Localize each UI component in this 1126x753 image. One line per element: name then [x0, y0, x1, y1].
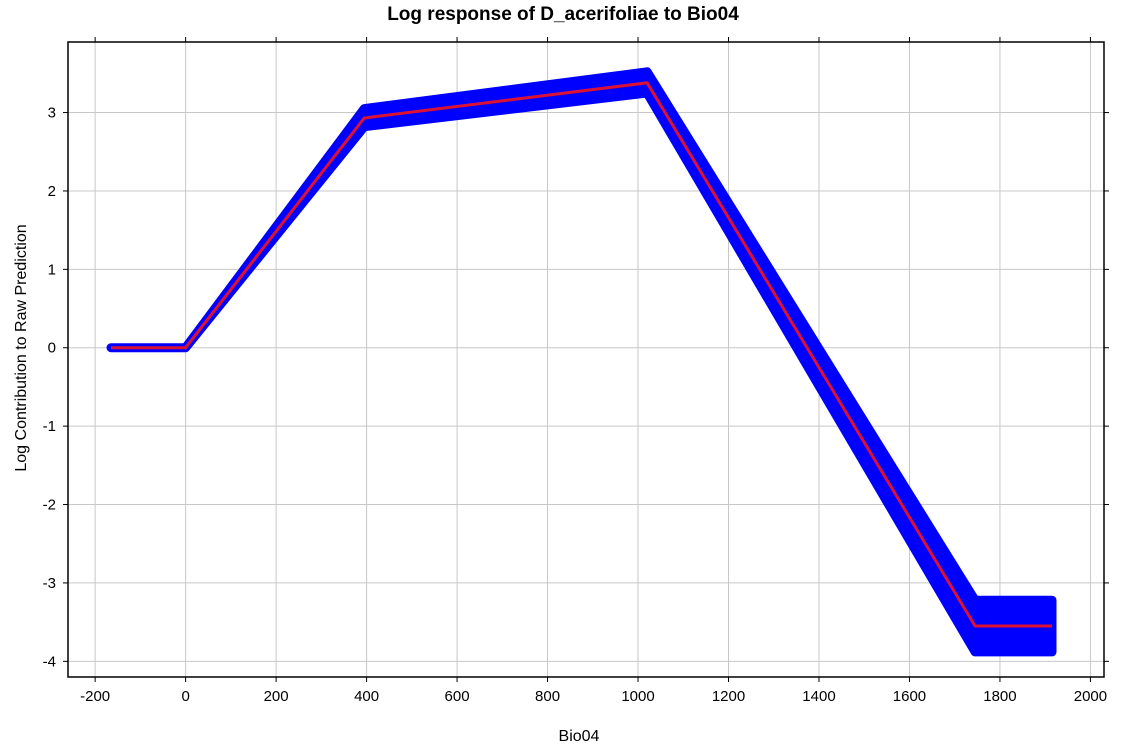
- confidence-band-area: [106, 67, 1057, 657]
- x-tick-label: 800: [535, 688, 560, 705]
- confidence-band: [106, 67, 1057, 657]
- y-tick-label: -1: [43, 418, 56, 435]
- x-axis-label: Bio04: [558, 728, 600, 745]
- x-tick-label: 200: [264, 688, 289, 705]
- y-tick-label: 2: [48, 183, 56, 200]
- x-tick-label: 1800: [983, 688, 1016, 705]
- x-tick-label: 1600: [893, 688, 926, 705]
- x-tick-label: -200: [80, 688, 110, 705]
- response-lines: [111, 81, 1052, 628]
- y-tick-label: 0: [48, 340, 56, 357]
- mean-response-line: [111, 81, 1052, 628]
- x-tick-label: 600: [445, 688, 470, 705]
- axis-ticks: -200 0 200 400 600 800 1000 1200 1400 1600 1800 200…: [43, 37, 1109, 705]
- x-tick-label: 1000: [621, 688, 654, 705]
- chart-title: Log response of D_acerifoliae to Bio04: [387, 4, 739, 25]
- y-tick-label: -3: [43, 575, 56, 592]
- y-tick-label: 1: [48, 261, 56, 278]
- x-tick-label: 1200: [712, 688, 745, 705]
- grid: [68, 42, 1104, 677]
- x-tick-label: 1400: [802, 688, 835, 705]
- plot-frame: [67, 41, 1105, 678]
- x-tick-label: 400: [354, 688, 379, 705]
- x-tick-label: 2000: [1074, 688, 1107, 705]
- y-tick-label: -2: [43, 497, 56, 514]
- x-tick-label: 0: [181, 688, 189, 705]
- y-tick-label: 3: [48, 105, 56, 122]
- y-tick-label: -4: [43, 653, 56, 670]
